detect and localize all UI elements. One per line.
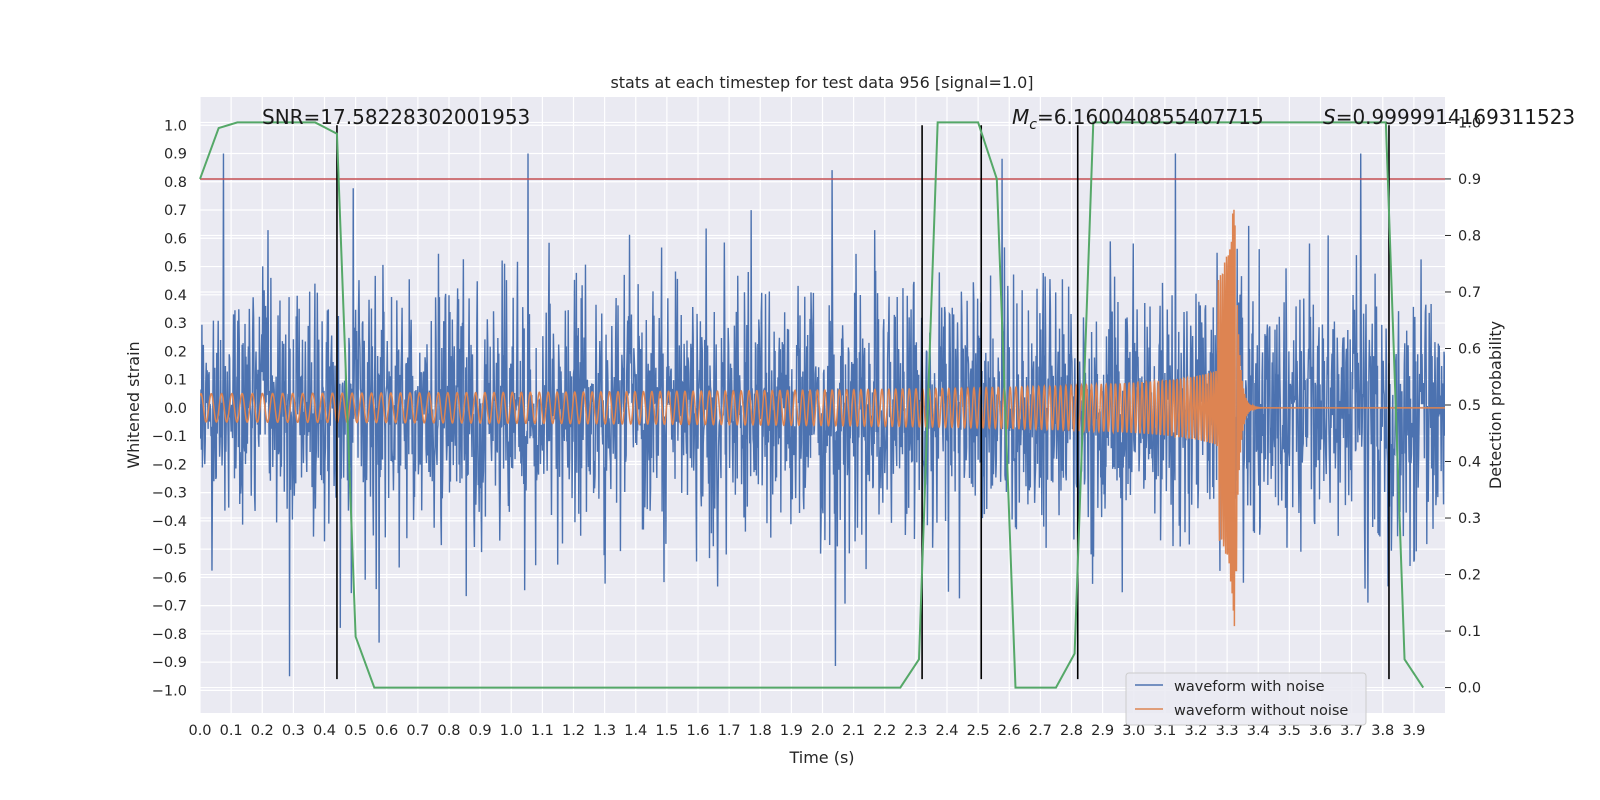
y-tick-label: 0.2 — [164, 344, 187, 360]
y-tick-label: −0.9 — [152, 655, 187, 671]
y2-tick-label: 0.7 — [1458, 285, 1481, 301]
x-axis-ticks: 0.0 0.1 0.2 0.3 0.4 0.5 0.6 0.7 0.8 0.9 1.0 1.1 1.2 1… — [188, 723, 1425, 739]
y2-tick-label: 0.5 — [1458, 398, 1481, 414]
x-tick-label: 2.2 — [873, 723, 896, 739]
y2-axis-label: Detection probability — [1486, 321, 1505, 489]
x-axis-label: Time (s) — [788, 748, 854, 767]
probability-line — [199, 121, 1425, 689]
y-tick-label: −1.0 — [152, 683, 187, 699]
x-tick-label: 2.6 — [998, 723, 1021, 739]
y-tick-label: 0.4 — [164, 288, 187, 304]
legend-box — [1125, 672, 1367, 726]
y-tick-label: −0.6 — [152, 570, 187, 586]
x-tick-label: 2.1 — [842, 723, 865, 739]
x-tick-label: 0.1 — [220, 723, 243, 739]
x-tick-label: 2.8 — [1060, 723, 1083, 739]
y-tick-label: 0.7 — [164, 203, 187, 219]
x-tick-label: 0.4 — [313, 723, 336, 739]
legend-label-noise: waveform with noise — [1174, 679, 1325, 695]
y2-tick-label: 1.0 — [1458, 115, 1481, 131]
y-tick-label: −0.8 — [152, 627, 187, 643]
chirp-mass-annotation: Mc=6.160040855407715 — [1012, 105, 1264, 133]
x-tick-label: 1.3 — [593, 723, 616, 739]
x-tick-label: 2.4 — [935, 723, 958, 739]
x-tick-label: 3.5 — [1278, 723, 1301, 739]
x-tick-label: 3.1 — [1153, 723, 1176, 739]
y2-tick-label: 0.8 — [1458, 228, 1481, 244]
y-tick-label: 1.0 — [164, 118, 187, 134]
x-tick-label: 1.4 — [624, 723, 647, 739]
y-tick-label: 0.0 — [164, 401, 187, 417]
y2-tick-label: 0.0 — [1458, 681, 1481, 697]
y-tick-label: 0.3 — [164, 316, 187, 332]
y-tick-label: 0.9 — [164, 147, 187, 163]
x-tick-label: 1.7 — [718, 723, 741, 739]
x-tick-label: 2.0 — [811, 723, 834, 739]
y2-tick-label: 0.9 — [1458, 172, 1481, 188]
y-tick-label: −0.3 — [152, 486, 187, 502]
x-tick-label: 2.3 — [904, 723, 927, 739]
y-tick-label: −0.7 — [152, 599, 187, 615]
x-tick-label: 3.6 — [1309, 723, 1332, 739]
y2-tick-label: 0.2 — [1458, 568, 1481, 584]
x-tick-label: 2.7 — [1029, 723, 1052, 739]
x-tick-label: 3.2 — [1184, 723, 1207, 739]
y-axis-label: Whitened strain — [124, 341, 143, 468]
x-tick-label: 3.4 — [1247, 723, 1270, 739]
x-tick-label: 3.3 — [1216, 723, 1239, 739]
y-axis-ticks: 1.0 0.9 0.8 0.7 0.6 0.5 0.4 0.3 0.2 0.1 0.0 −0.1 −0.… — [152, 118, 187, 699]
x-tick-label: 0.5 — [344, 723, 367, 739]
x-tick-label: 0.9 — [469, 723, 492, 739]
x-tick-label: 3.8 — [1371, 723, 1394, 739]
x-tick-label: 1.1 — [531, 723, 554, 739]
x-tick-label: 1.9 — [780, 723, 803, 739]
y-tick-label: 0.1 — [164, 373, 187, 389]
snr-annotation: SNR=17.58228302001953 — [262, 105, 530, 129]
s-annotation: S=0.9999914169311523 — [1323, 105, 1575, 129]
y-tick-label: 0.6 — [164, 231, 187, 247]
y2-axis-ticks: 1.0 0.9 0.8 0.7 0.6 0.5 0.4 0.3 0.2 0.1 0.0 — [1445, 115, 1481, 697]
x-tick-label: 0.6 — [375, 723, 398, 739]
y2-tick-label: 0.4 — [1458, 455, 1481, 471]
y-tick-label: −0.2 — [152, 457, 187, 473]
x-tick-label: 0.3 — [282, 723, 305, 739]
x-tick-label: 3.0 — [1122, 723, 1145, 739]
y-tick-label: 0.5 — [164, 260, 187, 276]
x-tick-label: 0.0 — [188, 723, 211, 739]
y-tick-label: −0.1 — [152, 429, 187, 445]
y-tick-label: −0.4 — [152, 514, 187, 530]
y2-tick-label: 0.3 — [1458, 511, 1481, 527]
y-tick-label: 0.8 — [164, 175, 187, 191]
chart-title: stats at each timestep for test data 956… — [610, 73, 1033, 92]
chirp-mass-value: =6.160040855407715 — [1037, 105, 1264, 129]
y2-tick-label: 0.6 — [1458, 341, 1481, 357]
x-tick-label: 1.5 — [655, 723, 678, 739]
x-tick-label: 0.8 — [437, 723, 460, 739]
x-tick-label: 1.0 — [500, 723, 523, 739]
y2-tick-label: 0.1 — [1458, 624, 1481, 640]
legend-label-clean: waveform without noise — [1174, 703, 1348, 719]
s-value: =0.9999914169311523 — [1336, 105, 1575, 129]
x-tick-label: 3.7 — [1340, 723, 1363, 739]
chirp-mass-subscript: c — [1029, 117, 1037, 133]
x-tick-label: 2.5 — [967, 723, 990, 739]
x-tick-label: 0.7 — [406, 723, 429, 739]
x-tick-label: 1.2 — [562, 723, 585, 739]
series-waveform-without-noise — [200, 209, 1445, 627]
legend: waveform with noise waveform without noi… — [1125, 672, 1367, 726]
chirp-mass-symbol: M — [1012, 105, 1029, 129]
y-tick-label: −0.5 — [152, 542, 187, 558]
x-tick-label: 1.8 — [749, 723, 772, 739]
s-symbol: S — [1323, 105, 1336, 129]
x-tick-label: 1.6 — [686, 723, 709, 739]
clean-waveform-line — [200, 209, 1445, 627]
x-tick-label: 0.2 — [251, 723, 274, 739]
series-detection-probability — [199, 121, 1425, 689]
x-tick-label: 3.9 — [1402, 723, 1425, 739]
x-tick-label: 2.9 — [1091, 723, 1114, 739]
